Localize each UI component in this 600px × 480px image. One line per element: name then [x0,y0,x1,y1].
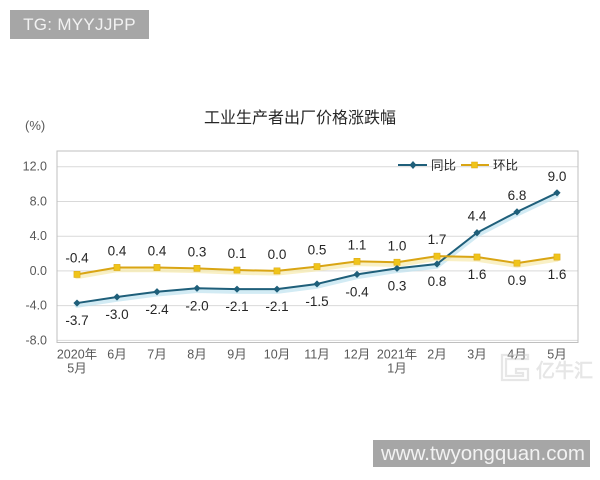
svg-text:0.1: 0.1 [228,246,247,261]
svg-text:1.0: 1.0 [388,238,407,253]
svg-text:6月: 6月 [107,348,126,362]
svg-text:2020年: 2020年 [57,348,97,362]
svg-text:1.7: 1.7 [428,232,447,247]
svg-text:9.0: 9.0 [548,169,567,184]
svg-text:4.0: 4.0 [30,229,47,243]
svg-text:同比: 同比 [431,159,456,173]
svg-text:6.8: 6.8 [508,188,527,203]
svg-text:5月: 5月 [67,362,86,376]
svg-text:2月: 2月 [427,348,446,362]
svg-text:0.8: 0.8 [428,274,447,289]
svg-text:12.0: 12.0 [23,160,47,174]
svg-text:0.9: 0.9 [508,273,527,288]
svg-text:-3.0: -3.0 [105,307,128,322]
svg-text:8月: 8月 [187,348,206,362]
svg-text:-2.4: -2.4 [145,302,169,317]
svg-text:0.5: 0.5 [308,243,327,258]
svg-text:9月: 9月 [227,348,246,362]
svg-text:环比: 环比 [493,159,518,173]
svg-text:1.1: 1.1 [348,237,367,252]
svg-text:0.4: 0.4 [148,243,167,258]
svg-text:0.4: 0.4 [108,243,127,258]
svg-text:-2.0: -2.0 [185,298,208,313]
svg-text:0.0: 0.0 [268,247,287,262]
svg-text:0.0: 0.0 [30,264,47,278]
svg-text:11月: 11月 [304,348,329,362]
svg-text:12月: 12月 [344,348,370,362]
svg-text:8.0: 8.0 [30,194,47,208]
svg-text:5月: 5月 [547,348,566,362]
svg-text:2021年: 2021年 [377,348,417,362]
svg-text:10月: 10月 [264,348,290,362]
svg-text:-1.5: -1.5 [305,294,328,309]
svg-text:0.3: 0.3 [188,244,207,259]
svg-text:3月: 3月 [467,348,486,362]
svg-text:-2.1: -2.1 [225,299,248,314]
svg-text:-8.0: -8.0 [25,333,47,347]
svg-text:-3.7: -3.7 [65,313,88,328]
svg-text:-0.4: -0.4 [65,250,89,265]
svg-text:1.6: 1.6 [548,267,567,282]
svg-text:4.4: 4.4 [468,209,487,224]
svg-text:-2.1: -2.1 [265,299,288,314]
svg-text:-0.4: -0.4 [345,284,369,299]
svg-text:7月: 7月 [147,348,166,362]
svg-text:1.6: 1.6 [468,267,487,282]
svg-text:亿牛汇: 亿牛汇 [536,359,593,382]
svg-text:0.3: 0.3 [388,278,407,293]
svg-text:-4.0: -4.0 [25,299,47,313]
svg-text:1月: 1月 [387,362,406,376]
